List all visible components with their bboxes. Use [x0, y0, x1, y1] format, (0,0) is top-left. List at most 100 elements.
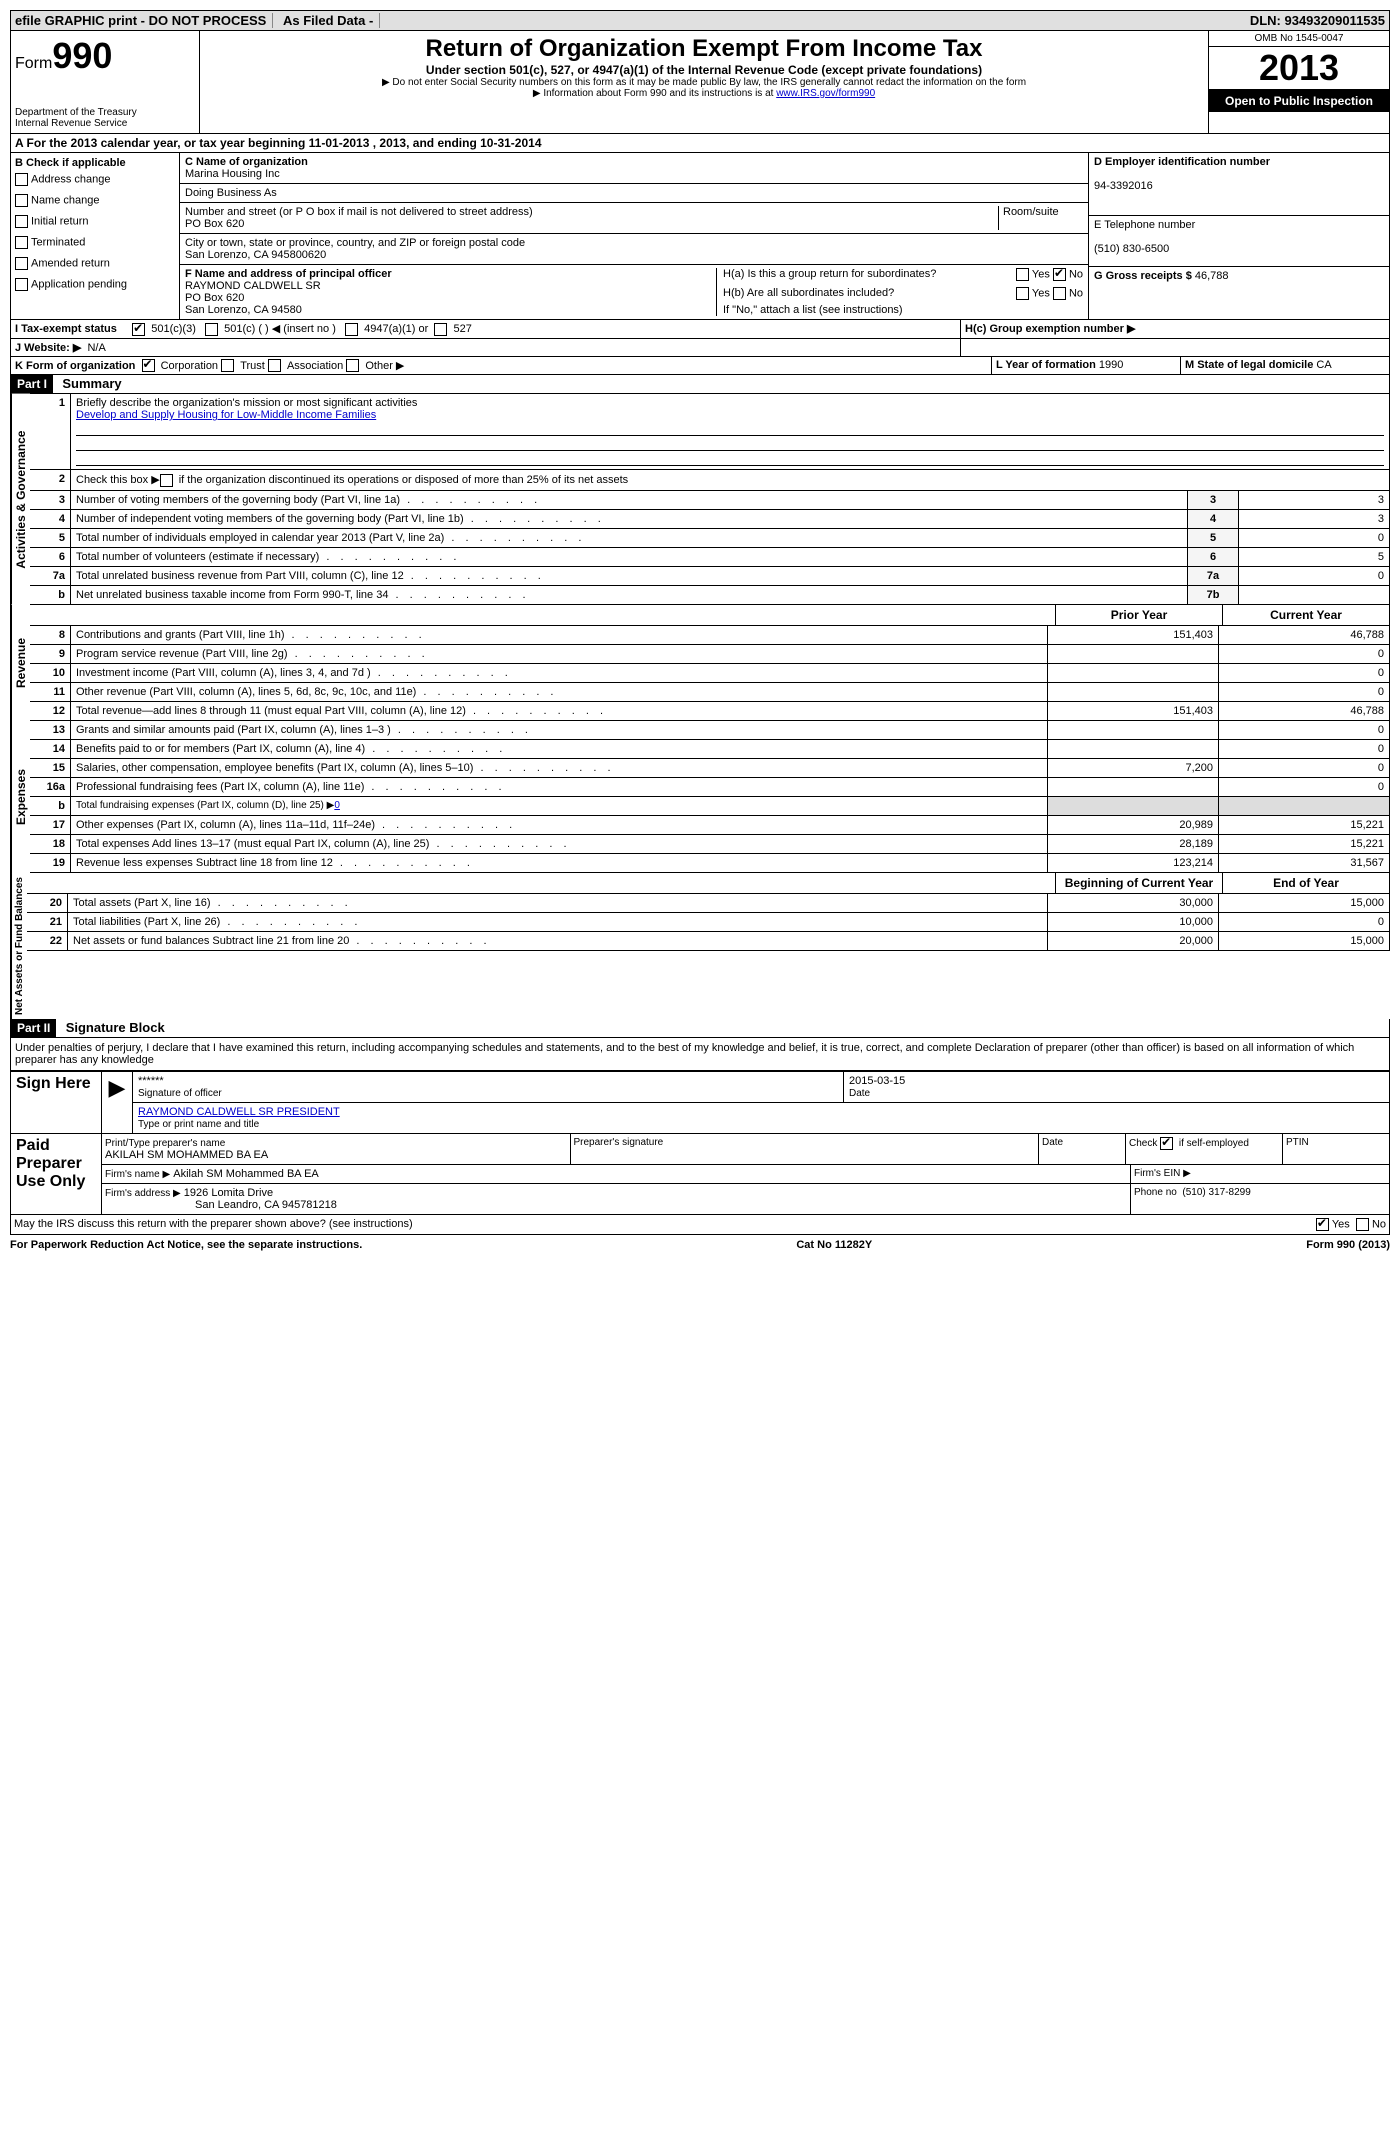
firm-ein-label: Firm's EIN ▶ [1131, 1165, 1389, 1183]
cb-discuss-no[interactable] [1356, 1218, 1369, 1231]
dln-block: DLN: 93493209011535 [1250, 13, 1385, 28]
l-label: L Year of formation [996, 359, 1096, 371]
col-curr-20: 15,000 [1219, 894, 1389, 912]
cb-hb-no[interactable] [1053, 287, 1066, 300]
k-corp: Corporation [161, 360, 218, 372]
form-990-label: Form990 [15, 35, 195, 77]
ln-num-17: 17 [30, 816, 71, 834]
col-prior-12: 151,403 [1048, 702, 1219, 720]
firm-phone-label: Phone no [1134, 1187, 1177, 1198]
revenue-line-9: 9 Program service revenue (Part VIII, li… [30, 645, 1390, 664]
col-curr-10: 0 [1219, 664, 1389, 682]
cell-org-name: C Name of organization Marina Housing In… [180, 153, 1088, 184]
cell-gross: G Gross receipts $ 46,788 [1089, 267, 1389, 285]
ln-num-16a: 16a [30, 778, 71, 796]
col-curr-16a: 0 [1219, 778, 1389, 796]
netassets-line-21: 21 Total liabilities (Part X, line 26) 1… [27, 913, 1390, 932]
col-prior-20: 30,000 [1048, 894, 1219, 912]
officer-name-link[interactable]: RAYMOND CALDWELL SR PRESIDENT [138, 1106, 340, 1118]
cb-501c3[interactable] [132, 323, 145, 336]
col-b: B Check if applicable Address change Nam… [11, 153, 180, 319]
k-other: Other ▶ [365, 360, 404, 372]
mission-line2 [76, 421, 1384, 436]
sig-date: 2015-03-15 [849, 1075, 905, 1087]
sign-here-label: Sign Here [11, 1071, 102, 1133]
part2-title: Signature Block [66, 1020, 165, 1035]
revenue-header: Prior Year Current Year [30, 605, 1390, 626]
fundraising-link[interactable]: 0 [334, 800, 340, 811]
self-employed-block: Check if self-employed [1126, 1134, 1283, 1164]
website-value: N/A [87, 342, 105, 354]
state-domicile: CA [1316, 359, 1331, 371]
ln-text-11: Other revenue (Part VIII, column (A), li… [71, 683, 1048, 701]
cb-501c[interactable] [205, 323, 218, 336]
ln-val-6: 5 [1239, 548, 1389, 566]
irs-label: Internal Revenue Service [15, 118, 195, 129]
b-pending: Application pending [31, 278, 127, 290]
cb-trust[interactable] [221, 359, 234, 372]
sig-officer-label: Signature of officer [138, 1088, 222, 1099]
i-label: I Tax-exempt status [15, 323, 117, 335]
ln-text-17: Other expenses (Part IX, column (A), lin… [71, 816, 1048, 834]
ln-num-b: b [30, 586, 71, 604]
grid-bcd: B Check if applicable Address change Nam… [10, 153, 1390, 320]
irs-form990-link[interactable]: www.IRS.gov/form990 [776, 88, 875, 99]
cb-pending[interactable] [15, 278, 28, 291]
part2-badge: Part II [11, 1019, 56, 1037]
expenses-line-15: 15 Salaries, other compensation, employe… [30, 759, 1390, 778]
cb-address-change[interactable] [15, 173, 28, 186]
line1-block: Briefly describe the organization's miss… [71, 394, 1389, 469]
ln-val-4: 3 [1239, 510, 1389, 528]
netassets-header: Beginning of Current Year End of Year [27, 873, 1390, 894]
cb-name-change[interactable] [15, 194, 28, 207]
cb-assoc[interactable] [268, 359, 281, 372]
a-begin: 11-01-2013 [309, 136, 370, 150]
cb-discuss-yes[interactable] [1316, 1218, 1329, 1231]
col-curr-19: 31,567 [1219, 854, 1389, 872]
cb-corp[interactable] [142, 359, 155, 372]
col-prior-22: 20,000 [1048, 932, 1219, 950]
cb-amended[interactable] [15, 257, 28, 270]
mission-link[interactable]: Develop and Supply Housing for Low-Middl… [76, 409, 376, 421]
cb-ha-no[interactable] [1053, 268, 1066, 281]
col-prior-17: 20,989 [1048, 816, 1219, 834]
cb-ha-yes[interactable] [1016, 268, 1029, 281]
f-label: F Name and address of principal officer [185, 268, 392, 280]
ln-text-6: Total number of volunteers (estimate if … [71, 548, 1188, 566]
summary-line-3: 3 Number of voting members of the govern… [30, 491, 1390, 510]
hc-block: H(c) Group exemption number ▶ [961, 320, 1389, 338]
cb-hb-yes[interactable] [1016, 287, 1029, 300]
a-pre: A For the 2013 calendar year, or tax yea… [15, 136, 309, 150]
line2-text: Check this box ▶ if the organization dis… [71, 470, 1389, 490]
hc-label: H(c) Group exemption number ▶ [965, 323, 1135, 335]
cb-discontinued[interactable] [160, 474, 173, 487]
summary-line-6: 6 Total number of volunteers (estimate i… [30, 548, 1390, 567]
signature-table: Sign Here ▶ ****** Signature of officer … [10, 1071, 1390, 1215]
k-trust: Trust [240, 360, 265, 372]
cb-4947[interactable] [345, 323, 358, 336]
prep-name-label: Print/Type preparer's name [105, 1138, 225, 1149]
col-curr-22: 15,000 [1219, 932, 1389, 950]
expenses-line-18: 18 Total expenses Add lines 13–17 (must … [30, 835, 1390, 854]
addr-label: Number and street (or P O box if mail is… [185, 206, 533, 218]
cb-527[interactable] [434, 323, 447, 336]
sig-date-label: Date [849, 1088, 870, 1099]
ln-box-6: 6 [1188, 548, 1239, 566]
dba-label: Doing Business As [185, 187, 277, 199]
col-curr-8: 46,788 [1219, 626, 1389, 644]
firm-name-label: Firm's name ▶ [105, 1169, 170, 1180]
b-amended: Amended return [31, 257, 110, 269]
firm-addr2: San Leandro, CA 945781218 [195, 1199, 337, 1211]
cb-self-employed[interactable] [1160, 1137, 1173, 1150]
efile-label: efile GRAPHIC print - DO NOT PROCESS [15, 13, 273, 28]
ln-text-12: Total revenue—add lines 8 through 11 (mu… [71, 702, 1048, 720]
cb-initial-return[interactable] [15, 215, 28, 228]
cb-terminated[interactable] [15, 236, 28, 249]
col-eoy: End of Year [1223, 873, 1389, 893]
cb-other[interactable] [346, 359, 359, 372]
a-end: 10-31-2014 [480, 136, 541, 150]
firm-name: Akilah SM Mohammed BA EA [173, 1168, 319, 1180]
discuss-row: May the IRS discuss this return with the… [10, 1215, 1390, 1235]
form-header: Form990 Department of the Treasury Inter… [10, 31, 1390, 134]
col-prior-year: Prior Year [1056, 605, 1223, 625]
